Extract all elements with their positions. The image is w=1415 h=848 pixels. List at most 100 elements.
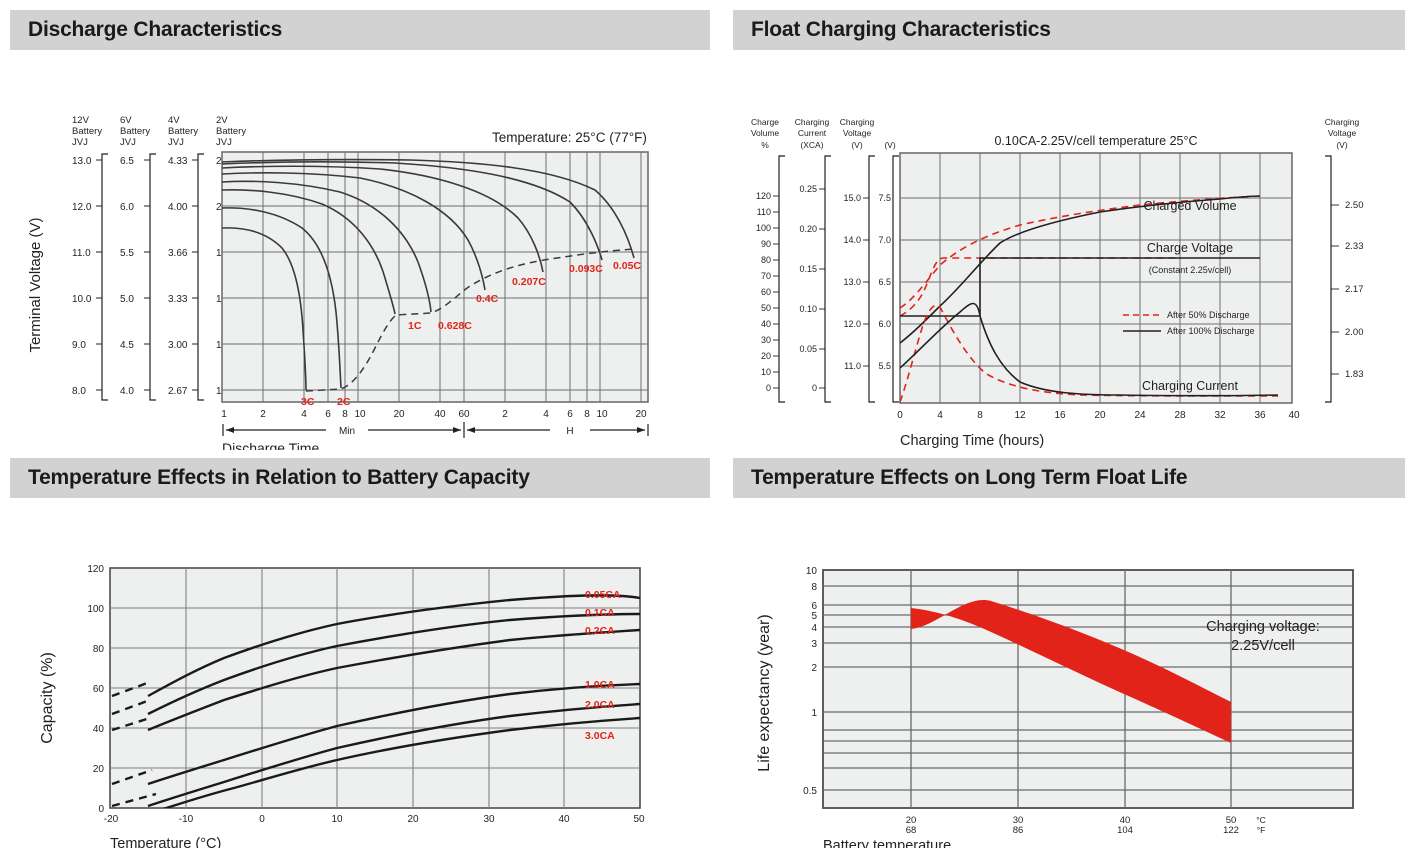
xtick-0: 0 xyxy=(897,410,903,421)
axis-header-3-line2: Battery xyxy=(216,126,246,137)
axis-header-0-line3: JVJ xyxy=(72,137,88,148)
ytick-current-3: 0.10 xyxy=(799,304,817,314)
annotation-line1: Charging voltage: xyxy=(1206,619,1320,635)
curve-3.0CA xyxy=(162,716,640,808)
ytick-4: 4 xyxy=(811,623,817,634)
ytick-volume-1: 110 xyxy=(757,207,771,217)
xtick-0-f: 68 xyxy=(906,825,917,836)
xtick-2-c: 40 xyxy=(1120,815,1131,826)
xtick-0: 1 xyxy=(221,409,227,420)
ytick-6v-0: 6.5 xyxy=(120,156,134,167)
curve-0.628C xyxy=(222,180,432,313)
axis-header-1-line3: JVJ xyxy=(120,137,136,148)
ytick-volume-6: 60 xyxy=(761,287,771,297)
ytick-cell-2: 6.5 xyxy=(878,277,891,287)
axis-header-3-line3: JVJ xyxy=(216,137,232,148)
xtick-7: 50 xyxy=(633,814,645,825)
right-axis-ticks xyxy=(1331,204,1339,375)
annotation-group: Charged Volume Charge Voltage (Constant … xyxy=(1142,199,1238,393)
axis-header-3-line3: (V) xyxy=(884,140,896,150)
ytick-current-2: 0.15 xyxy=(799,264,817,274)
xtick-4: 8 xyxy=(342,409,348,420)
curve-label-0.1CA: 0.1CA xyxy=(585,607,615,619)
ytick-4v-3: 3.33 xyxy=(168,294,188,305)
xtick-5: 10 xyxy=(354,409,366,420)
curve-label-1.0CA: 1.0CA xyxy=(585,679,615,691)
ytick-cell-4: 5.5 xyxy=(878,361,891,371)
temperature-capacity-chart: Capacity (%) 120 100 80 6 xyxy=(39,564,645,848)
annotation-charged-volume: Charged Volume xyxy=(1143,199,1236,213)
legend-label-0: After 50% Discharge xyxy=(1167,310,1250,320)
axis-header-3-line1: 2V xyxy=(216,115,228,126)
ytick-current-0: 0.25 xyxy=(799,184,817,194)
curve-label-0.093C: 0.093C xyxy=(569,263,603,275)
cell-voltage-labels: 7.5 7.0 6.5 6.0 5.5 xyxy=(878,193,891,371)
curve-label-3C: 3C xyxy=(301,396,315,408)
range-label-group: Min H xyxy=(339,426,574,437)
life-expectancy-band xyxy=(911,600,1231,743)
axis-header-1-line3: (XCA) xyxy=(800,140,823,150)
float-life-chart: Life expectancy (year) xyxy=(756,566,1354,848)
x-axis-title: Battery temperature xyxy=(823,838,951,848)
ytick-6: 2 xyxy=(811,663,817,674)
axis-tick-marks xyxy=(96,159,198,391)
ytick-5: 20 xyxy=(93,764,105,775)
curve-0.05CA xyxy=(147,594,640,698)
xtick-11: 6 xyxy=(567,409,573,420)
xtick-8: 32 xyxy=(1214,410,1226,421)
ytick-12v-3: 10.0 xyxy=(72,294,92,305)
axis-header-2-line3: JVJ xyxy=(168,137,184,148)
axis-header-0-line3: % xyxy=(761,140,769,150)
float-curves xyxy=(900,195,1279,403)
panel-title-bar: Discharge Characteristics xyxy=(10,10,710,50)
xtick-10: 40 xyxy=(1288,410,1300,421)
capacity-curves-extrapolated xyxy=(111,680,157,808)
page-title: Discharge Characteristics xyxy=(28,18,283,41)
xtick-13: 10 xyxy=(596,409,608,420)
curve-2.0CA xyxy=(147,702,640,808)
curve-label-2.0CA: 2.0CA xyxy=(585,699,615,711)
ytick-voltage-1: 14.0 xyxy=(843,235,861,245)
plot-area xyxy=(822,569,1354,809)
grid-lines xyxy=(900,153,1292,403)
xtick-6: 20 xyxy=(393,409,405,420)
ytick-2: 80 xyxy=(93,644,105,655)
curve-label-0.4C: 0.4C xyxy=(476,293,499,305)
xtick-0: -20 xyxy=(104,814,119,825)
ytick-4v-0: 4.33 xyxy=(168,156,188,167)
curve-label-0.628C: 0.628C xyxy=(438,320,472,332)
xtick-3: 6 xyxy=(325,409,331,420)
xtick-7: 40 xyxy=(434,409,446,420)
ytick-volume-9: 30 xyxy=(761,335,771,345)
panel-float-charging: Float Charging Characteristics Charge Vo… xyxy=(733,10,1405,450)
ytick-0: 120 xyxy=(87,564,104,575)
axis-header-2-line1: 4V xyxy=(168,115,180,126)
curve-1.0CA-dashed xyxy=(111,768,153,786)
charging-current-ticks xyxy=(819,188,825,389)
charge-volume-labels: 120 110 100 90 80 70 60 50 40 30 20 10 0 xyxy=(756,191,771,393)
curve-1C xyxy=(222,189,396,315)
curve-0.05CA-dashed xyxy=(111,680,151,698)
panel-title-bar: Float Charging Characteristics xyxy=(733,10,1405,50)
ytick-8: 0.5 xyxy=(803,786,817,797)
y-tick-labels-group: 13.0 12.0 11.0 10.0 9.0 8.0 6.5 6.0 5.5 … xyxy=(72,156,236,397)
grid-lines xyxy=(823,570,1353,808)
xtick-1-f: 86 xyxy=(1013,825,1024,836)
xtick-3-c: 50 xyxy=(1226,815,1237,826)
ytick-right-0: 2.50 xyxy=(1345,200,1364,211)
xtick-4: 20 xyxy=(407,814,419,825)
curve-label-group: 3C 2C 1C 0.628C 0.4C 0.207C 0.093C 0.05C xyxy=(301,260,641,408)
curve-3C xyxy=(222,227,307,391)
curve-label-0.207C: 0.207C xyxy=(512,276,546,288)
axis-header-2-line1: Charging xyxy=(840,117,875,127)
band-area xyxy=(911,600,1231,743)
panel-discharge-characteristics: Discharge Characteristics 1 2V Battery JV… xyxy=(10,10,710,450)
ytick-volume-8: 40 xyxy=(761,319,771,329)
curve-0.207C xyxy=(222,165,544,273)
axis-header-1-line1: Charging xyxy=(795,117,830,127)
curve-charging-current-100 xyxy=(900,302,1279,397)
y-axis-title: Capacity (%) xyxy=(39,652,56,744)
legend: After 50% Discharge After 100% Discharge xyxy=(1123,310,1255,336)
ytick-right-4: 1.83 xyxy=(1345,369,1364,380)
